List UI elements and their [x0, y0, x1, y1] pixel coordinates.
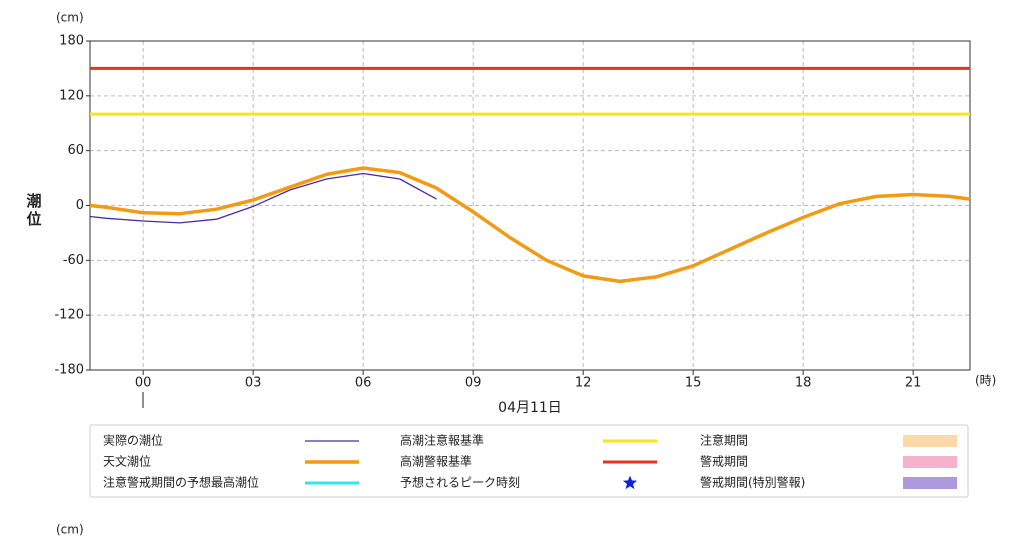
y-tick-label: -120	[54, 308, 84, 323]
legend-swatch	[903, 456, 957, 468]
y-label: 潮位	[26, 192, 41, 228]
x-tick-label: 03	[245, 376, 262, 391]
legend-swatch	[903, 435, 957, 447]
legend-label: 天文潮位	[103, 454, 151, 469]
y-tick-label: -60	[63, 253, 84, 268]
x-tick-label: 09	[465, 376, 482, 391]
y-tick-label: -180	[54, 363, 84, 378]
y-tick-label: 120	[59, 88, 84, 103]
x-tick-label: 15	[685, 376, 702, 391]
x-unit: (時)	[975, 374, 996, 388]
legend-label: 警戒期間(特別警報)	[700, 475, 805, 490]
legend-label: 高潮注意報基準	[400, 433, 484, 448]
legend-label: 高潮警報基準	[400, 454, 472, 469]
legend-box	[89, 424, 969, 498]
series-line	[89, 172, 437, 224]
legend-swatch	[903, 477, 957, 489]
legend-label: 予想されるピーク時刻	[400, 475, 520, 490]
x-tick-label: 00	[135, 376, 152, 391]
x-tick-label: 12	[575, 376, 592, 391]
series-line	[89, 166, 971, 284]
y-tick-label: 180	[59, 34, 84, 49]
x-label: 04月11日	[498, 400, 562, 416]
legend-label: 注意警戒期間の予想最高潮位	[103, 475, 259, 490]
x-tick-label: 21	[905, 376, 922, 391]
y-unit: (cm)	[56, 11, 84, 25]
x-tick-label: 18	[795, 376, 812, 391]
legend-label: 実際の潮位	[103, 433, 163, 448]
y-tick-label: 0	[76, 198, 84, 213]
legend-swatch	[622, 475, 638, 490]
x-tick-label: 06	[355, 376, 372, 391]
next-chart-unit: (cm)	[56, 523, 84, 537]
legend-label: 警戒期間	[700, 454, 748, 469]
legend-label: 注意期間	[700, 433, 748, 448]
y-tick-label: 60	[67, 143, 84, 158]
